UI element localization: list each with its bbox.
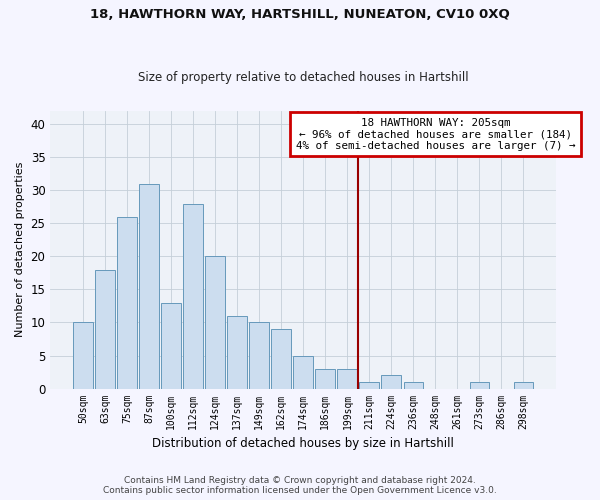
- Bar: [382, 376, 401, 388]
- Bar: [337, 368, 357, 388]
- Bar: [514, 382, 533, 388]
- Text: 18 HAWTHORN WAY: 205sqm
← 96% of detached houses are smaller (184)
4% of semi-de: 18 HAWTHORN WAY: 205sqm ← 96% of detache…: [296, 118, 575, 151]
- Bar: [139, 184, 159, 388]
- Bar: [118, 217, 137, 388]
- Text: Contains HM Land Registry data © Crown copyright and database right 2024.
Contai: Contains HM Land Registry data © Crown c…: [103, 476, 497, 495]
- Y-axis label: Number of detached properties: Number of detached properties: [15, 162, 25, 338]
- X-axis label: Distribution of detached houses by size in Hartshill: Distribution of detached houses by size …: [152, 437, 454, 450]
- Bar: [404, 382, 424, 388]
- Bar: [470, 382, 490, 388]
- Bar: [227, 316, 247, 388]
- Bar: [359, 382, 379, 388]
- Text: 18, HAWTHORN WAY, HARTSHILL, NUNEATON, CV10 0XQ: 18, HAWTHORN WAY, HARTSHILL, NUNEATON, C…: [90, 8, 510, 20]
- Bar: [250, 322, 269, 388]
- Title: Size of property relative to detached houses in Hartshill: Size of property relative to detached ho…: [138, 70, 469, 84]
- Bar: [73, 322, 93, 388]
- Bar: [184, 204, 203, 388]
- Bar: [95, 270, 115, 388]
- Bar: [293, 356, 313, 388]
- Bar: [271, 329, 291, 388]
- Bar: [161, 302, 181, 388]
- Bar: [205, 256, 225, 388]
- Bar: [316, 368, 335, 388]
